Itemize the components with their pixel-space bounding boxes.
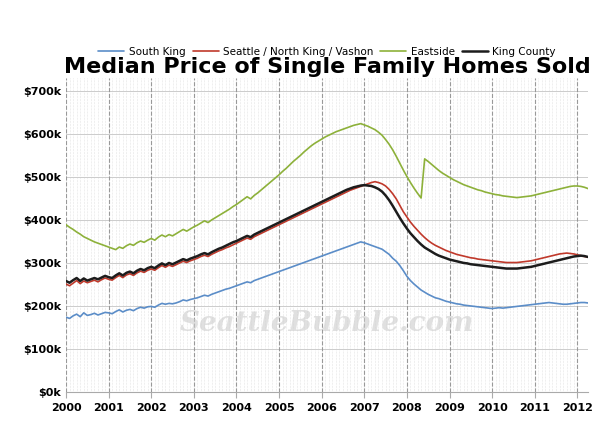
Eastside — [435, 168, 442, 173]
Seattle / North King / Vashon — [371, 179, 379, 184]
South King — [275, 269, 283, 274]
Line: Seattle / North King / Vashon: Seattle / North King / Vashon — [66, 182, 595, 286]
Eastside — [240, 197, 247, 202]
South King — [506, 305, 514, 310]
Seattle / North King / Vashon — [275, 222, 283, 227]
Seattle / North King / Vashon — [343, 189, 350, 194]
South King — [435, 296, 442, 301]
South King — [66, 316, 73, 321]
Eastside — [112, 247, 119, 252]
South King — [357, 239, 364, 245]
Eastside — [592, 190, 599, 195]
King County — [240, 235, 247, 240]
Seattle / North King / Vashon — [592, 255, 599, 260]
South King — [368, 243, 375, 248]
King County — [62, 279, 70, 284]
South King — [592, 301, 599, 307]
King County — [361, 183, 368, 188]
Seattle / North King / Vashon — [240, 237, 247, 242]
Line: Eastside: Eastside — [66, 124, 595, 250]
King County — [368, 184, 375, 189]
Eastside — [506, 194, 514, 199]
Seattle / North King / Vashon — [506, 260, 514, 265]
South King — [240, 280, 247, 286]
Seattle / North King / Vashon — [364, 181, 371, 187]
King County — [592, 256, 599, 261]
King County — [343, 187, 350, 192]
Seattle / North King / Vashon — [435, 245, 442, 250]
King County — [66, 280, 73, 285]
Line: King County: King County — [66, 185, 595, 283]
Eastside — [343, 125, 350, 130]
King County — [275, 220, 283, 225]
Eastside — [62, 222, 70, 227]
South King — [62, 314, 70, 320]
Title: Median Price of Single Family Homes Sold: Median Price of Single Family Homes Sold — [64, 57, 590, 77]
Text: SeattleBubble.com: SeattleBubble.com — [180, 310, 474, 337]
Eastside — [357, 121, 364, 126]
Line: South King: South King — [66, 242, 595, 318]
King County — [506, 266, 514, 271]
Seattle / North King / Vashon — [62, 281, 70, 286]
Seattle / North King / Vashon — [66, 283, 73, 288]
Eastside — [368, 125, 375, 130]
South King — [343, 245, 350, 250]
King County — [435, 253, 442, 258]
Legend: South King, Seattle / North King / Vashon, Eastside, King County: South King, Seattle / North King / Vasho… — [94, 43, 560, 61]
Eastside — [275, 172, 283, 177]
